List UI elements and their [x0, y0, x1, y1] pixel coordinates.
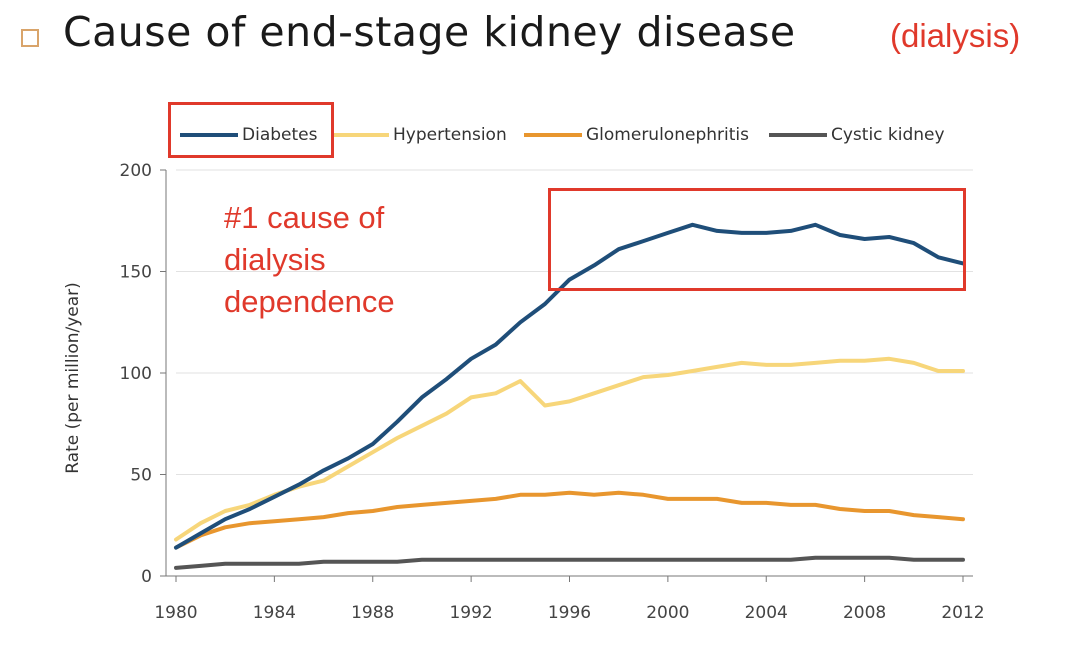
legend-swatch — [524, 133, 582, 137]
legend-item-cystic-kidney: Cystic kidney — [769, 124, 945, 146]
slide-title: Cause of end-stage kidney disease — [63, 8, 796, 56]
y-tick-label: 100 — [120, 364, 152, 384]
legend-label: Glomerulonephritis — [586, 125, 749, 145]
y-tick-label: 150 — [120, 263, 152, 283]
legend-item-diabetes: Diabetes — [180, 124, 317, 146]
legend-item-glomerulonephritis: Glomerulonephritis — [524, 124, 749, 146]
x-tick-label: 1996 — [548, 603, 591, 623]
square-bullet-icon — [21, 29, 39, 47]
legend-label: Diabetes — [242, 125, 318, 145]
x-tick-label: 1992 — [449, 603, 492, 623]
legend-highlight-box — [168, 102, 334, 158]
legend-swatch — [180, 133, 238, 137]
legend-label: Hypertension — [393, 125, 507, 145]
x-tick-label: 1988 — [351, 603, 394, 623]
x-tick-label: 2004 — [745, 603, 788, 623]
x-tick-label: 2000 — [646, 603, 689, 623]
series-line-cystic-kidney — [174, 555, 965, 570]
x-tick-label: 2012 — [941, 603, 984, 623]
series-line-diabetes — [174, 222, 965, 550]
legend-swatch — [769, 133, 827, 137]
series-line-glomerulonephritis — [174, 490, 965, 550]
chart-annotation: #1 cause of dialysis dependence — [224, 200, 395, 319]
y-axis-label: Rate (per million/year) — [63, 282, 83, 474]
legend-label: Cystic kidney — [831, 125, 945, 145]
series-line-hypertension — [174, 356, 965, 542]
slide-subtitle: (dialysis) — [890, 17, 1021, 54]
y-tick-label: 0 — [141, 567, 152, 587]
y-tick-label: 200 — [120, 161, 152, 181]
x-tick-label: 2008 — [843, 603, 886, 623]
y-tick-label: 50 — [130, 466, 152, 486]
legend-swatch — [331, 133, 389, 137]
peak-highlight-box — [548, 188, 966, 291]
legend-item-hypertension: Hypertension — [331, 124, 507, 146]
x-tick-label: 1980 — [154, 603, 197, 623]
x-tick-label: 1984 — [253, 603, 296, 623]
